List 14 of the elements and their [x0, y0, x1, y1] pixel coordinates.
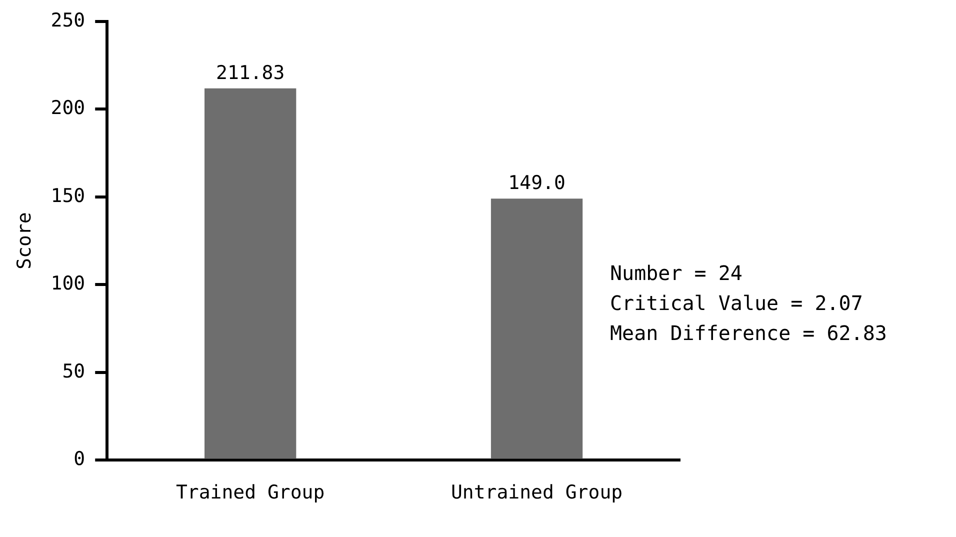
y-tick-label: 200 — [50, 97, 86, 120]
y-tick-label: 50 — [62, 360, 86, 382]
data-label: 211.83 — [216, 62, 285, 84]
annotation: Mean Difference = 62.83 — [610, 320, 887, 347]
x-tick-label: Trained Group — [176, 482, 325, 504]
annotation: Critical Value = 2.07 — [610, 290, 864, 317]
annotation: Number = 24 — [610, 260, 744, 287]
y-tick-label: 100 — [50, 272, 86, 295]
data-label: 149.0 — [508, 172, 566, 194]
y-tick-label: 0 — [74, 448, 86, 470]
y-axis-title: Score — [13, 212, 36, 270]
x-tick-label: Untrained Group — [450, 482, 623, 504]
y-tick-label: 150 — [50, 184, 86, 207]
y-tick-label: 250 — [50, 9, 86, 32]
